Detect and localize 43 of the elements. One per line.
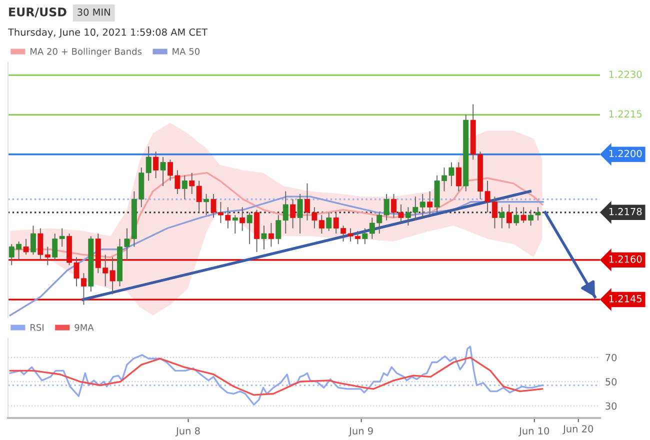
x-tick-label: Jun 9	[348, 427, 373, 436]
x-tick-label: Jun 8	[176, 427, 200, 436]
candlestick	[261, 225, 267, 250]
y-tick-label: 50	[606, 378, 617, 386]
legend-label: 9MA	[74, 324, 94, 331]
candlestick	[232, 214, 238, 234]
legend-label: MA 20 + Bollinger Bands	[30, 48, 142, 57]
candlestick	[427, 190, 433, 216]
candlestick	[246, 212, 252, 245]
x-tick-label: Jun 10	[518, 427, 550, 436]
legend-label: MA 50	[172, 48, 200, 55]
candlestick	[499, 206, 505, 229]
candlestick	[240, 206, 246, 232]
ref-line-label: 1.2200	[609, 150, 642, 158]
y-tick-label: 30	[606, 402, 617, 410]
ref-line-label: 1.2230	[609, 70, 642, 78]
ref-line-label: 1.2178	[609, 208, 642, 216]
candlestick	[160, 156, 166, 187]
ref-line-label: 1.2160	[609, 255, 642, 263]
candlestick	[520, 206, 526, 224]
ref-line-label: 1.2145	[609, 294, 642, 302]
line-series	[9, 356, 544, 396]
candlestick	[23, 238, 29, 256]
candlestick	[506, 204, 512, 229]
candlestick	[268, 222, 274, 248]
candlestick	[146, 146, 152, 182]
candlestick	[456, 162, 462, 192]
candlestick	[290, 198, 296, 229]
line-series	[9, 346, 544, 406]
chart-subtitle: Thursday, June 10, 2021 1:59:08 AM CET	[8, 28, 208, 38]
ref-line-label: 1.2215	[609, 110, 642, 118]
candlestick	[514, 206, 520, 226]
chart-title: EUR/USD	[9, 7, 66, 18]
y-tick-label: 70	[606, 354, 617, 362]
candlestick	[153, 151, 159, 179]
candlestick	[297, 193, 303, 234]
candlestick	[326, 212, 332, 232]
legend-label: RSI	[30, 324, 44, 331]
text: Jun 20	[562, 425, 594, 434]
text: 30 MIN	[78, 8, 110, 16]
candlestick	[204, 193, 210, 216]
candlestick	[30, 225, 36, 256]
candlestick	[182, 175, 188, 200]
